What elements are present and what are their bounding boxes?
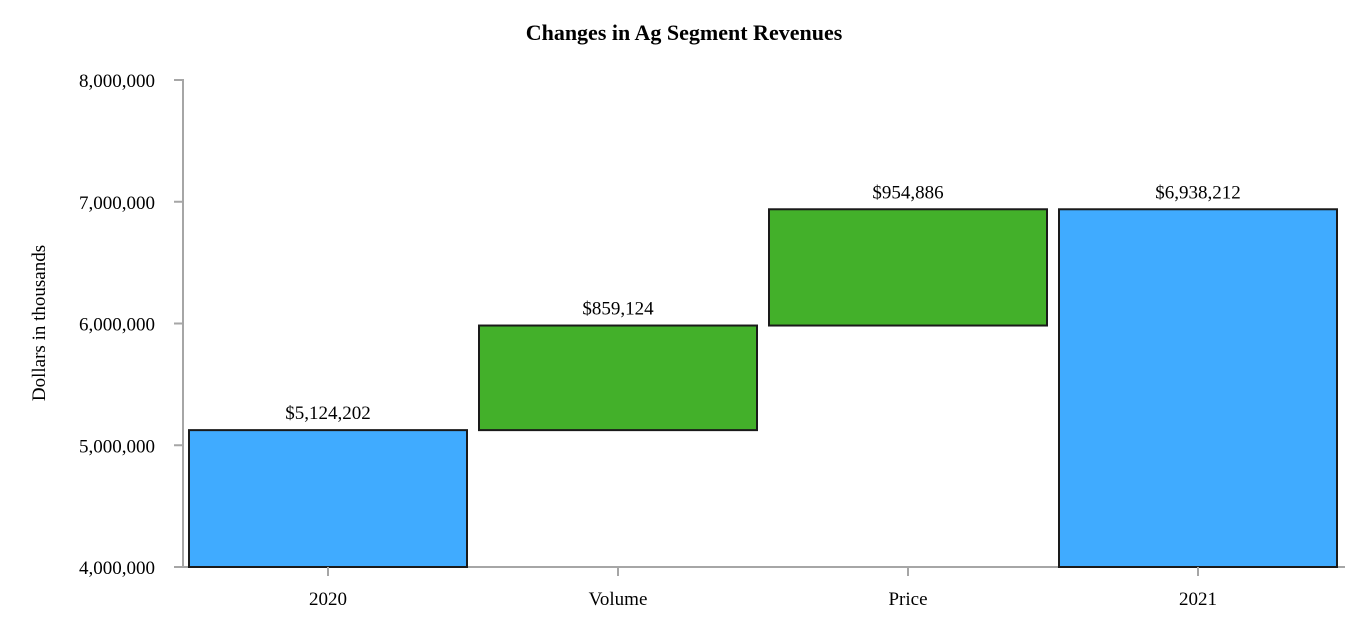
y-tick-label: 5,000,000 xyxy=(79,436,155,457)
data-label-volume: $859,124 xyxy=(582,299,654,320)
data-label-2020: $5,124,202 xyxy=(285,403,371,424)
y-tick-label: 4,000,000 xyxy=(79,558,155,579)
data-label-price: $954,886 xyxy=(872,182,943,203)
y-tick-label: 8,000,000 xyxy=(79,71,155,92)
plot-area: 4,000,000 5,000,000 6,000,000 7,000,000 8,00… xyxy=(79,71,1345,610)
y-axis-title: Dollars in thousands xyxy=(29,245,50,401)
chart-title: Changes in Ag Segment Revenues xyxy=(526,20,843,45)
y-tick-label: 7,000,000 xyxy=(79,193,155,214)
data-label-2021: $6,938,212 xyxy=(1155,182,1241,203)
x-tick-label-2020: 2020 xyxy=(309,589,347,610)
bar-2021 xyxy=(1058,208,1338,569)
bar-2020 xyxy=(188,429,468,569)
bar-price xyxy=(768,208,1048,327)
bar-volume xyxy=(478,324,758,432)
x-tick-label-volume: Volume xyxy=(589,589,648,610)
x-tick-label-2021: 2021 xyxy=(1179,589,1217,610)
y-tick-label: 6,000,000 xyxy=(79,315,155,336)
x-tick-label-price: Price xyxy=(888,589,927,610)
